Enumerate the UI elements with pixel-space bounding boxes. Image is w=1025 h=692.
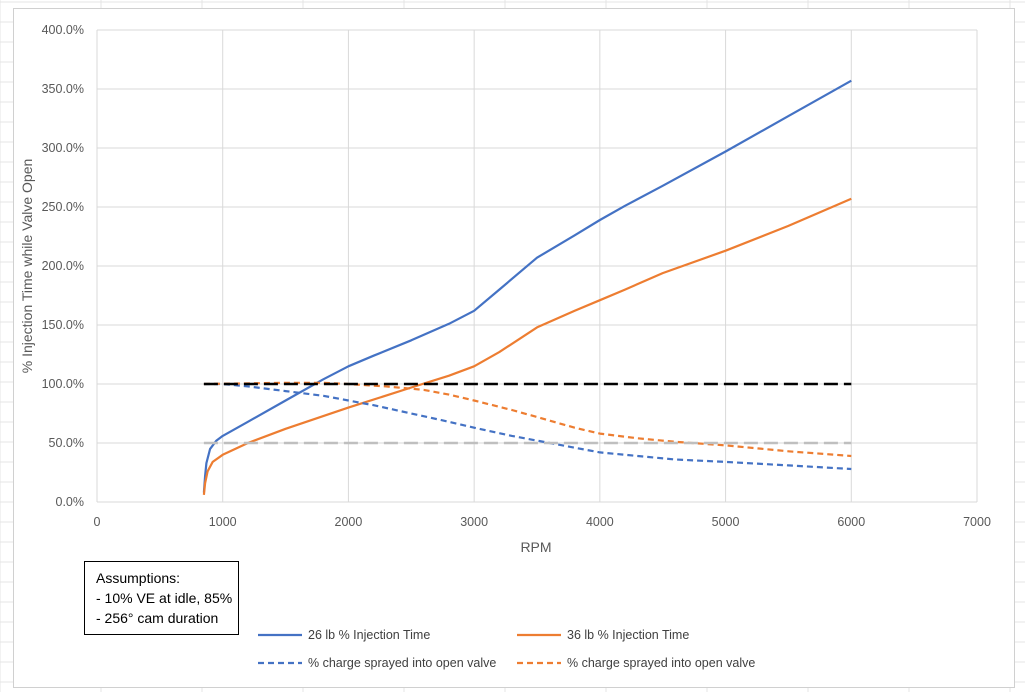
- x-tick-label: 0: [94, 515, 101, 529]
- x-tick-label: 2000: [335, 515, 363, 529]
- series-line-1: [202, 197, 852, 496]
- y-tick-label: 150.0%: [42, 318, 84, 332]
- y-tick-label: 400.0%: [42, 23, 84, 37]
- series-group: [202, 79, 852, 496]
- x-axis-ticks: 0 1000 2000 3000 4000 5000 6000 7000: [94, 515, 991, 529]
- y-tick-label: 250.0%: [42, 200, 84, 214]
- y-tick-label: 100.0%: [42, 377, 84, 391]
- y-tick-label: 50.0%: [49, 436, 84, 450]
- legend-label: % charge sprayed into open valve: [567, 656, 755, 670]
- legend-label: 26 lb % Injection Time: [308, 628, 430, 642]
- legend: 26 lb % Injection Time 36 lb % Injection …: [258, 628, 755, 670]
- x-tick-label: 4000: [586, 515, 614, 529]
- assumptions-textbox[interactable]: Assumptions: - 10% VE at idle, 85% - 256…: [84, 561, 239, 635]
- y-axis-title: % Injection Time while Valve Open: [19, 159, 35, 374]
- assumptions-line: - 10% VE at idle, 85%: [96, 590, 233, 606]
- y-axis-ticks: 0.0% 50.0% 100.0% 150.0% 200.0% 250.0% 300.0% 3…: [42, 23, 84, 509]
- y-tick-label: 300.0%: [42, 141, 84, 155]
- x-tick-label: 3000: [460, 515, 488, 529]
- x-axis-title: RPM: [520, 539, 551, 555]
- y-tick-label: 350.0%: [42, 82, 84, 96]
- legend-label: 36 lb % Injection Time: [567, 628, 689, 642]
- y-tick-label: 200.0%: [42, 259, 84, 273]
- series-line-0: [202, 79, 852, 493]
- y-tick-label: 0.0%: [56, 495, 85, 509]
- series-line-2: [203, 382, 852, 471]
- assumptions-line: Assumptions:: [96, 570, 181, 586]
- assumptions-line: - 256° cam duration: [96, 610, 219, 626]
- legend-label: % charge sprayed into open valve: [308, 656, 496, 670]
- x-tick-label: 7000: [963, 515, 991, 529]
- series-line-3: [203, 381, 852, 458]
- x-tick-label: 1000: [209, 515, 237, 529]
- x-tick-label: 6000: [837, 515, 865, 529]
- x-tick-label: 5000: [712, 515, 740, 529]
